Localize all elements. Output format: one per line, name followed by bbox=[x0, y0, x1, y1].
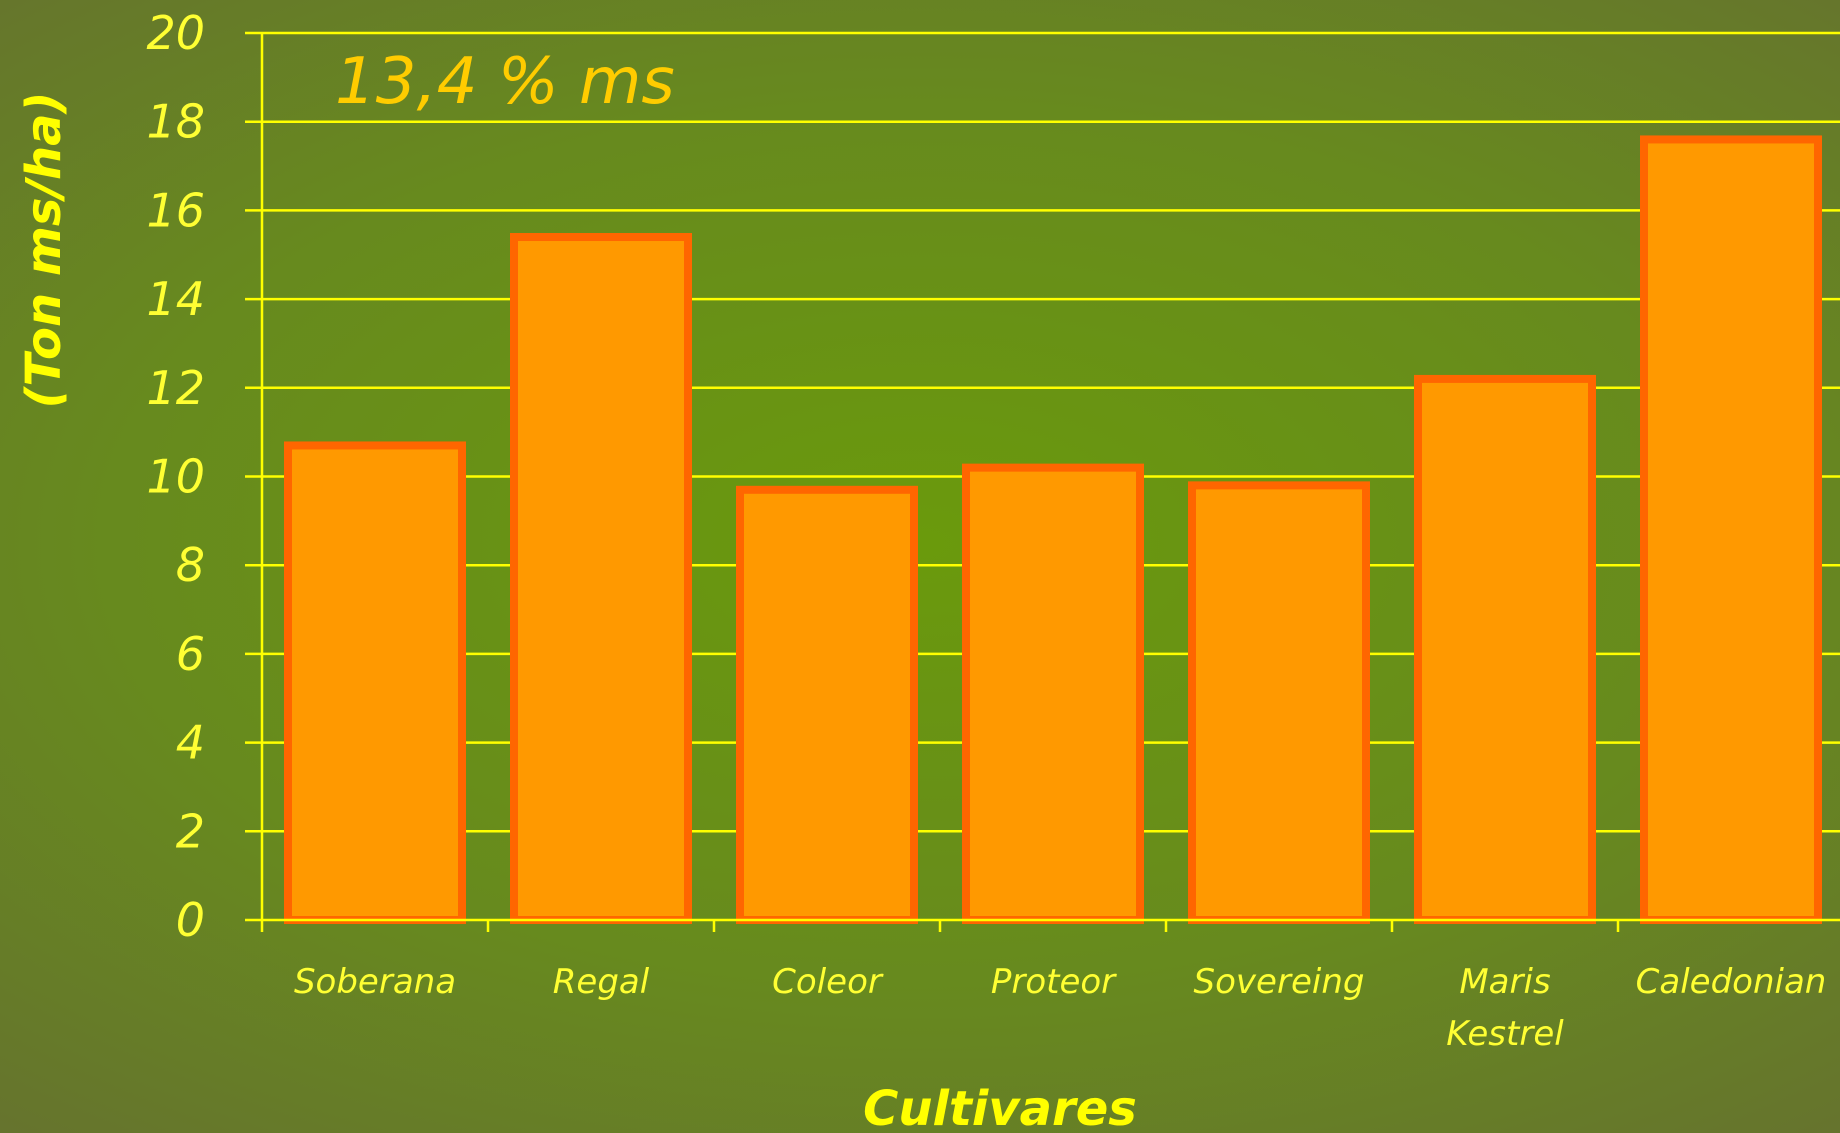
bar bbox=[736, 485, 918, 924]
x-tick-label: Kestrel bbox=[1446, 1014, 1564, 1054]
y-tick-label: 8 bbox=[176, 538, 205, 592]
chart-annotation: 13,4 % ms bbox=[335, 45, 675, 119]
y-tick-label: 18 bbox=[146, 95, 205, 149]
x-tick-label: Soberana bbox=[294, 962, 456, 1002]
axes bbox=[245, 33, 1840, 932]
bar bbox=[510, 233, 692, 924]
x-tick-label: Sovereing bbox=[1194, 962, 1365, 1002]
x-tick-label: Regal bbox=[553, 962, 650, 1002]
bars bbox=[284, 135, 1822, 924]
x-category-labels: Soberana Regal Coleor Proteor Sovereing Maris… bbox=[294, 962, 1826, 1054]
y-tick-label: 20 bbox=[146, 6, 205, 60]
x-tick-label: Caledonian bbox=[1636, 962, 1827, 1002]
bar bbox=[284, 441, 466, 924]
y-tick-label: 14 bbox=[146, 272, 205, 326]
x-tick-label: Proteor bbox=[991, 962, 1117, 1002]
y-tick-label: 10 bbox=[146, 450, 205, 504]
y-axis-title: (Ton ms/ha) bbox=[16, 92, 72, 409]
y-tick-label: 6 bbox=[176, 627, 205, 681]
x-tick-label: Maris bbox=[1459, 962, 1550, 1002]
y-tick-label: 16 bbox=[146, 183, 205, 237]
y-tick-label: 0 bbox=[176, 893, 205, 947]
y-tick-label: 12 bbox=[146, 361, 205, 415]
x-axis-title: Cultivares bbox=[863, 1081, 1137, 1133]
x-tick-label: Coleor bbox=[772, 962, 884, 1002]
bar bbox=[1640, 135, 1822, 924]
bar bbox=[962, 463, 1144, 924]
bar bbox=[1188, 481, 1370, 924]
y-tick-labels: 0 2 4 6 8 10 12 14 16 18 20 bbox=[146, 6, 205, 947]
y-tick-label: 4 bbox=[176, 716, 205, 770]
y-tick-label: 2 bbox=[176, 804, 205, 858]
bar bbox=[1414, 374, 1596, 924]
